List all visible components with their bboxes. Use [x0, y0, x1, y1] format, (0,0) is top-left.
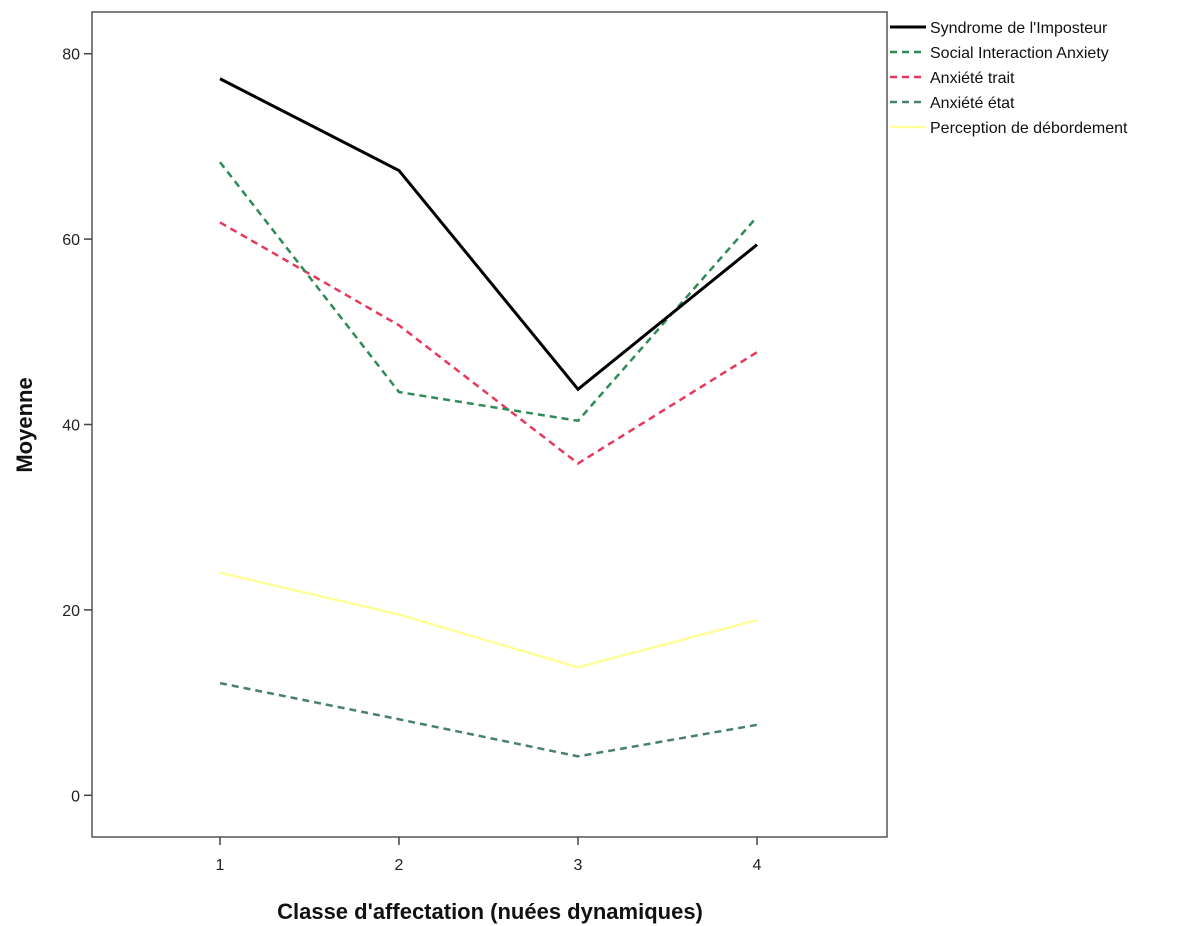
- x-tick-label: 4: [753, 857, 762, 874]
- series-line-1: [219, 77, 758, 392]
- y-axis: 0 20 40 60 80: [62, 47, 92, 805]
- x-axis-title: Classe d'affectation (nuées dynamiques): [277, 899, 703, 924]
- y-tick-label: 40: [62, 418, 80, 435]
- series-line-2: [219, 161, 758, 423]
- series-line-5: [219, 571, 758, 669]
- legend-label: Syndrome de l'Imposteur: [930, 20, 1108, 37]
- x-tick-label: 2: [395, 857, 404, 874]
- y-axis-title: Moyenne: [12, 377, 37, 472]
- legend-label: Anxiété trait: [930, 70, 1015, 87]
- y-tick-label: 0: [71, 788, 80, 805]
- y-tick-label: 80: [62, 47, 80, 64]
- series-line-4: [219, 681, 758, 758]
- x-tick-label: 3: [574, 857, 583, 874]
- series-layer: [219, 77, 758, 758]
- x-axis: 1 2 3 4: [216, 837, 762, 874]
- legend-label: Anxiété état: [930, 95, 1015, 112]
- plot-frame: [91, 11, 888, 838]
- y-tick-label: 20: [62, 603, 80, 620]
- legend: Syndrome de l'Imposteur Social Interactio…: [890, 20, 1128, 137]
- legend-label: Social Interaction Anxiety: [930, 45, 1109, 62]
- y-tick-label: 60: [62, 232, 80, 249]
- legend-label: Perception de débordement: [930, 120, 1128, 137]
- x-tick-label: 1: [216, 857, 225, 874]
